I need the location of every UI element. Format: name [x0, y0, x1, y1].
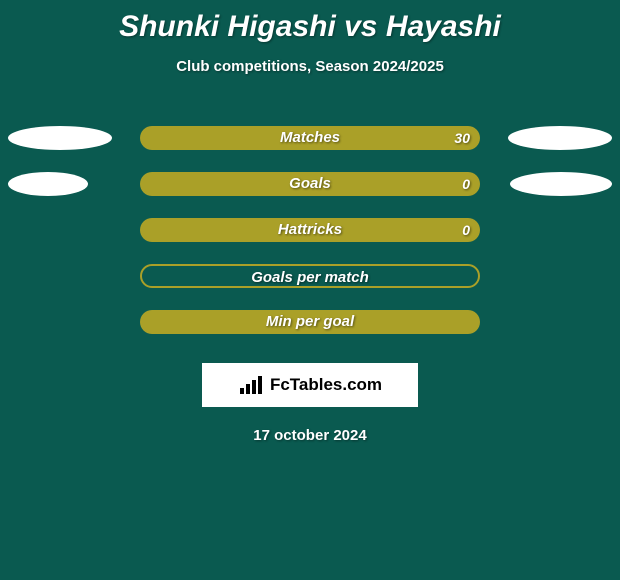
stat-label: Goals per match	[142, 266, 478, 288]
stat-row: Matches30	[0, 115, 620, 161]
stat-row: Goals per match	[0, 253, 620, 299]
stat-row: Hattricks0	[0, 207, 620, 253]
stat-row: Min per goal	[0, 299, 620, 345]
stat-bar: Goals0	[140, 172, 480, 196]
stat-value: 0	[462, 218, 470, 242]
logo-text: FcTables.com	[270, 375, 382, 395]
stat-label: Matches	[140, 126, 480, 150]
page-title: Shunki Higashi vs Hayashi	[0, 0, 620, 44]
stat-bar: Hattricks0	[140, 218, 480, 242]
stat-label: Goals	[140, 172, 480, 196]
stat-bar: Goals per match	[140, 264, 480, 288]
stat-value: 30	[454, 126, 470, 150]
right-ellipse	[508, 126, 612, 150]
left-ellipse	[8, 126, 112, 150]
stat-label: Hattricks	[140, 218, 480, 242]
bars-icon	[238, 374, 264, 396]
page-subtitle: Club competitions, Season 2024/2025	[0, 58, 620, 75]
stat-row: Goals0	[0, 161, 620, 207]
stat-label: Min per goal	[140, 310, 480, 334]
stat-value: 0	[462, 172, 470, 196]
stats-container: Matches30Goals0Hattricks0Goals per match…	[0, 115, 620, 345]
right-ellipse	[510, 172, 612, 196]
date-text: 17 october 2024	[0, 427, 620, 444]
stat-bar: Matches30	[140, 126, 480, 150]
left-ellipse	[8, 172, 88, 196]
fctables-logo: FcTables.com	[202, 363, 418, 407]
stat-bar: Min per goal	[140, 310, 480, 334]
